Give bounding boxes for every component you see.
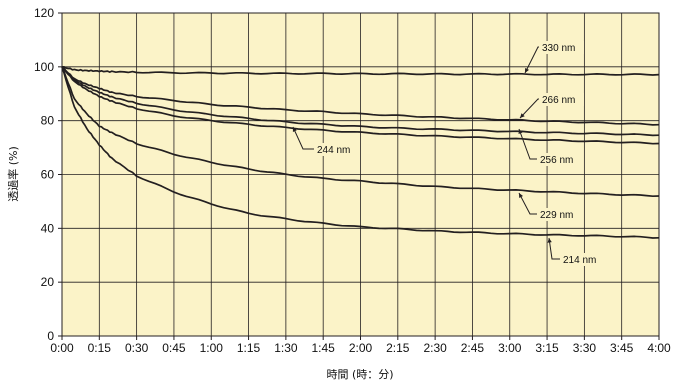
annotation-leader <box>518 192 537 215</box>
annotation-leader <box>519 98 539 119</box>
x-tick-label: 1:45 <box>312 341 336 355</box>
x-tick-label: 1:30 <box>274 341 298 355</box>
annotation-arrowhead <box>292 127 297 132</box>
series-line <box>61 66 660 239</box>
x-tick-label: 4:00 <box>647 341 671 355</box>
x-tick-label: 3:30 <box>573 341 597 355</box>
series-label: 244 nm <box>317 145 350 156</box>
y-tick-label: 60 <box>41 168 55 182</box>
y-tick-label: 120 <box>34 6 54 20</box>
y-axis-title: 透過率 (%) <box>6 146 20 202</box>
x-axis-title: 時間 (時：分) <box>326 368 393 381</box>
annotation-arrowhead <box>547 238 552 243</box>
x-tick-label: 3:45 <box>610 341 634 355</box>
annotation-label-bg <box>538 208 582 221</box>
series-label: 214 nm <box>563 255 596 266</box>
series-line <box>61 66 660 145</box>
y-tick-label: 20 <box>41 275 55 289</box>
annotation-leader <box>292 126 314 150</box>
x-tick-label: 2:00 <box>349 341 373 355</box>
x-tick-label: 3:00 <box>498 341 522 355</box>
x-tick-label: 3:15 <box>535 341 559 355</box>
annotation-arrowhead <box>518 129 523 134</box>
x-tick-label: 2:45 <box>461 341 485 355</box>
annotation-leader <box>548 237 560 260</box>
axis-ticks: 0:00 0:15 0:30 0:45 1:00 1:15 1:30 1:45 2:00 2:15… <box>34 6 671 355</box>
annotation-label-bg <box>540 93 584 106</box>
series-label: 256 nm <box>540 155 573 166</box>
annotation-arrowhead <box>519 193 523 198</box>
x-tick-label: 2:30 <box>423 341 447 355</box>
y-tick-label: 40 <box>41 221 55 235</box>
series-line <box>61 66 660 198</box>
annotation-label-bg <box>538 153 582 166</box>
x-tick-label: 0:15 <box>88 341 112 355</box>
x-tick-label: 0:00 <box>50 341 74 355</box>
series-lines <box>61 65 660 239</box>
annotation-label-bg <box>540 41 584 54</box>
annotation-arrowhead <box>520 113 525 118</box>
annotation-label-bg <box>315 143 359 156</box>
annotation-arrowhead <box>525 68 529 73</box>
series-label: 229 nm <box>540 210 573 221</box>
y-tick-label: 80 <box>41 114 55 128</box>
grid-lines <box>61 12 660 337</box>
y-tick-label: 100 <box>34 60 54 74</box>
series-line <box>61 65 660 76</box>
annotation-label-bg <box>561 253 605 266</box>
series-label: 330 nm <box>542 43 575 54</box>
x-tick-label: 1:00 <box>200 341 224 355</box>
x-tick-label: 0:45 <box>162 341 186 355</box>
x-tick-label: 2:15 <box>386 341 410 355</box>
series-line <box>61 66 660 126</box>
y-tick-label: 0 <box>47 329 54 343</box>
series-label: 266 nm <box>542 95 575 106</box>
annotation-leader <box>524 46 539 74</box>
x-tick-label: 0:30 <box>125 341 149 355</box>
series-labels: 330 nm 266 nm 244 nm 256 nm 229 nm 214 nm <box>292 41 605 266</box>
series-line <box>61 66 660 137</box>
x-tick-label: 1:15 <box>237 341 261 355</box>
annotation-leader <box>518 128 537 160</box>
